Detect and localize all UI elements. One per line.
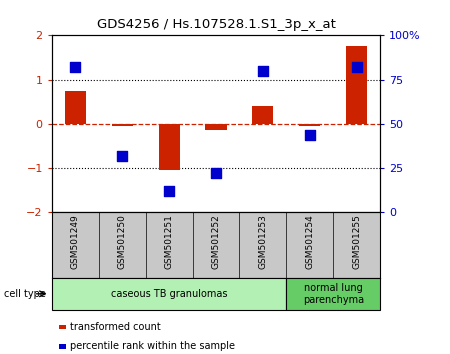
Text: caseous TB granulomas: caseous TB granulomas [111, 289, 227, 299]
Text: GSM501251: GSM501251 [165, 215, 174, 269]
Point [118, 153, 126, 159]
Point [212, 171, 220, 176]
Title: GDS4256 / Hs.107528.1.S1_3p_x_at: GDS4256 / Hs.107528.1.S1_3p_x_at [97, 18, 335, 32]
Text: percentile rank within the sample: percentile rank within the sample [70, 341, 235, 351]
Text: cell type: cell type [4, 289, 46, 299]
Text: GSM501254: GSM501254 [306, 215, 315, 269]
Bar [52, 278, 286, 310]
Text: GSM501253: GSM501253 [258, 215, 267, 269]
Bar [112, 124, 133, 126]
Bar [158, 124, 180, 170]
Bar [346, 46, 367, 124]
Text: GSM501249: GSM501249 [71, 215, 80, 269]
Text: transformed count: transformed count [70, 322, 161, 332]
Text: GSM501250: GSM501250 [117, 215, 126, 269]
Point [72, 64, 79, 70]
Bar [252, 106, 274, 124]
Bar [206, 124, 226, 130]
Bar [299, 124, 320, 126]
Point [353, 64, 360, 70]
Point [306, 132, 314, 137]
Point [166, 188, 173, 194]
Text: GSM501252: GSM501252 [212, 215, 220, 269]
Bar [286, 278, 380, 310]
Text: GSM501255: GSM501255 [352, 215, 361, 269]
Text: normal lung
parenchyma: normal lung parenchyma [303, 283, 364, 305]
Bar [65, 91, 86, 124]
Point [259, 68, 266, 74]
